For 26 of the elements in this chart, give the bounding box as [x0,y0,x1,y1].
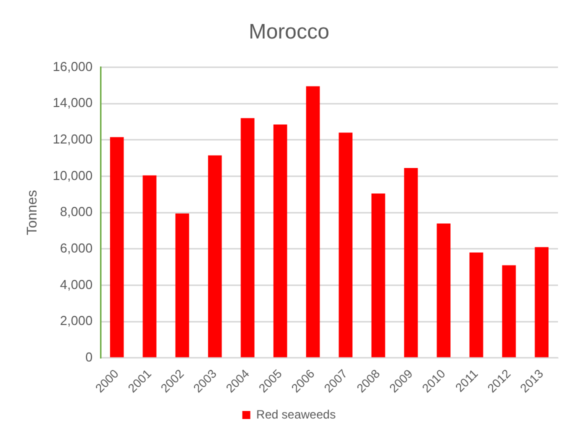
bar [436,223,450,358]
bar [306,86,320,358]
y-tick-label: 8,000 [60,204,93,220]
chart-title: Morocco [248,20,330,44]
legend-label: Red seaweeds [256,407,336,422]
y-tick-label: 12,000 [52,131,93,146]
bar [110,137,124,358]
bar [534,247,549,358]
y-tick-label: 10,000 [52,168,93,183]
bar [208,155,222,358]
bar [469,252,484,358]
bar [404,168,418,358]
bar [240,118,254,358]
y-tick-label: 14,000 [52,95,93,110]
bar [142,175,156,358]
bar [273,124,288,358]
y-tick-label: 16,000 [52,58,93,74]
bar [371,193,386,358]
y-tick-label: 4,000 [60,276,93,292]
y-axis-title: Tonnes [23,190,40,236]
bar [175,213,190,358]
bar [502,265,516,358]
y-tick-label: 6,000 [60,240,93,256]
y-tick-label: 0 [85,350,93,365]
y-tick-label: 2,000 [60,313,93,328]
bar [338,132,352,358]
